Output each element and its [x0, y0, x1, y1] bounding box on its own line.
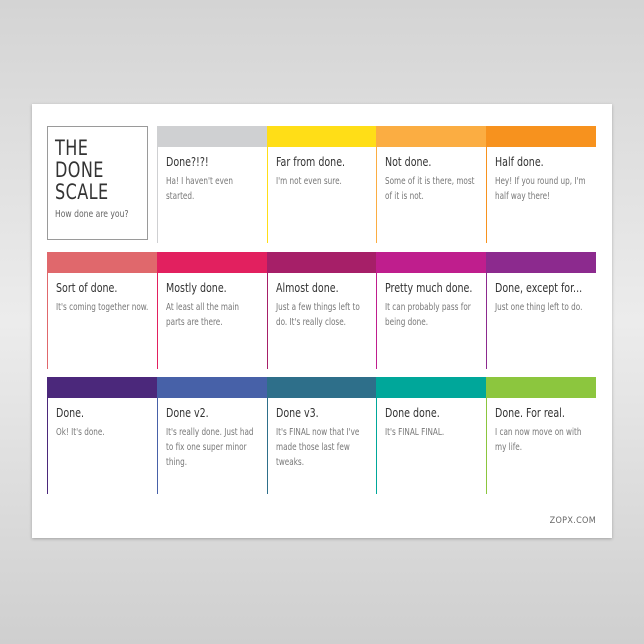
color-bar [486, 251, 597, 273]
cell-heading: Sort of done. [56, 280, 118, 295]
color-bar [376, 377, 487, 398]
scale-cell: Half done. Hey! If you round up, I'm half… [486, 126, 597, 243]
color-bar [266, 251, 377, 273]
done-scale-poster: THE DONE SCALE How done are you? Done?!?… [32, 104, 612, 538]
color-line [486, 147, 488, 243]
color-line [47, 272, 48, 369]
cell-heading: Done. [56, 406, 85, 420]
scale-cell: Done. For real. I can now move on with my… [486, 377, 597, 494]
scale-cell: Done, except for... Just one thing left t… [486, 251, 597, 369]
cell-description: Ok! It's done. [56, 427, 105, 438]
color-line [266, 398, 268, 494]
scale-cell: Mostly done. At least all the main parts … [156, 251, 267, 369]
scale-cell: Done v2. It's really done. Just had to fi… [156, 377, 267, 494]
color-bar [156, 377, 267, 398]
color-bar [47, 377, 157, 398]
scale-cell: Done?!?! Ha! I haven't even started. [156, 126, 267, 243]
color-bar [47, 251, 157, 273]
scale-cell: Sort of done. It's coming together now. [47, 251, 157, 369]
cell-description: It's FINAL FINAL. [385, 427, 445, 438]
color-bar [486, 377, 597, 398]
credit: ZOPX.COM [549, 516, 596, 526]
subtitle: How done are you? [55, 209, 129, 220]
cell-heading: Pretty much done. [385, 280, 473, 295]
cell-heading: Done?!?! [165, 155, 209, 169]
color-bar [156, 126, 267, 147]
color-line [486, 272, 488, 369]
cell-description: It can probably pass for being done. [385, 301, 472, 328]
cell-heading: Almost done. [275, 280, 339, 295]
title-line: DONE [55, 158, 104, 182]
scale-cell: Almost done. Just a few things left to do… [266, 251, 377, 369]
title-box: THE DONE SCALE How done are you? [47, 126, 148, 240]
color-bar [156, 251, 267, 273]
cell-heading: Not done. [385, 155, 432, 169]
title-line: THE [55, 136, 89, 160]
color-bar [266, 377, 377, 398]
cell-heading: Mostly done. [165, 280, 227, 295]
cell-heading: Half done. [495, 155, 544, 169]
title-line: SCALE [55, 180, 109, 204]
cell-heading: Done, except for... [495, 280, 583, 295]
cell-description: Some of it is there, most of it is not. [385, 176, 475, 202]
color-line [376, 272, 378, 369]
cell-description: Just one thing left to do. [495, 301, 583, 313]
cell-description: It's FINAL now that I've made those last… [275, 427, 360, 468]
cell-description: It's really done. Just had to fix one su… [165, 427, 254, 468]
cell-heading: Far from done. [275, 155, 345, 169]
scale-cell: Far from done. I'm not even sure. [266, 126, 377, 243]
color-bar [486, 126, 597, 147]
cell-description: I'm not even sure. [275, 176, 342, 187]
cell-description: Hey! If you round up, I'm half way there… [495, 176, 586, 202]
color-line [376, 398, 378, 494]
color-bar [376, 251, 487, 273]
scale-cell: Done done. It's FINAL FINAL. [376, 377, 487, 494]
color-bar [266, 126, 377, 147]
cell-description: At least all the main parts are there. [165, 301, 239, 328]
cell-heading: Done v3. [275, 406, 319, 420]
color-bar [376, 126, 487, 147]
cell-description: Just a few things left to do. It's reall… [275, 301, 360, 328]
color-line [376, 147, 378, 243]
cell-description: I can now move on with my life. [495, 427, 582, 453]
cell-heading: Done. For real. [495, 406, 566, 420]
scale-cell: Done v3. It's FINAL now that I've made th… [266, 377, 377, 494]
color-line [47, 398, 48, 494]
color-line [266, 147, 268, 243]
scale-cell: Pretty much done. It can probably pass fo… [376, 251, 487, 369]
scale-cell: Not done. Some of it is there, most of it… [376, 126, 487, 243]
color-line [486, 398, 488, 494]
scale-cell: Done. Ok! It's done. [47, 377, 157, 494]
cell-description: It's coming together now. [56, 301, 149, 313]
cell-heading: Done v2. [165, 406, 209, 420]
color-line [156, 272, 158, 369]
color-line [156, 147, 158, 243]
color-line [156, 398, 158, 494]
cell-heading: Done done. [385, 406, 441, 420]
cell-description: Ha! I haven't even started. [165, 176, 233, 202]
color-line [266, 272, 268, 369]
